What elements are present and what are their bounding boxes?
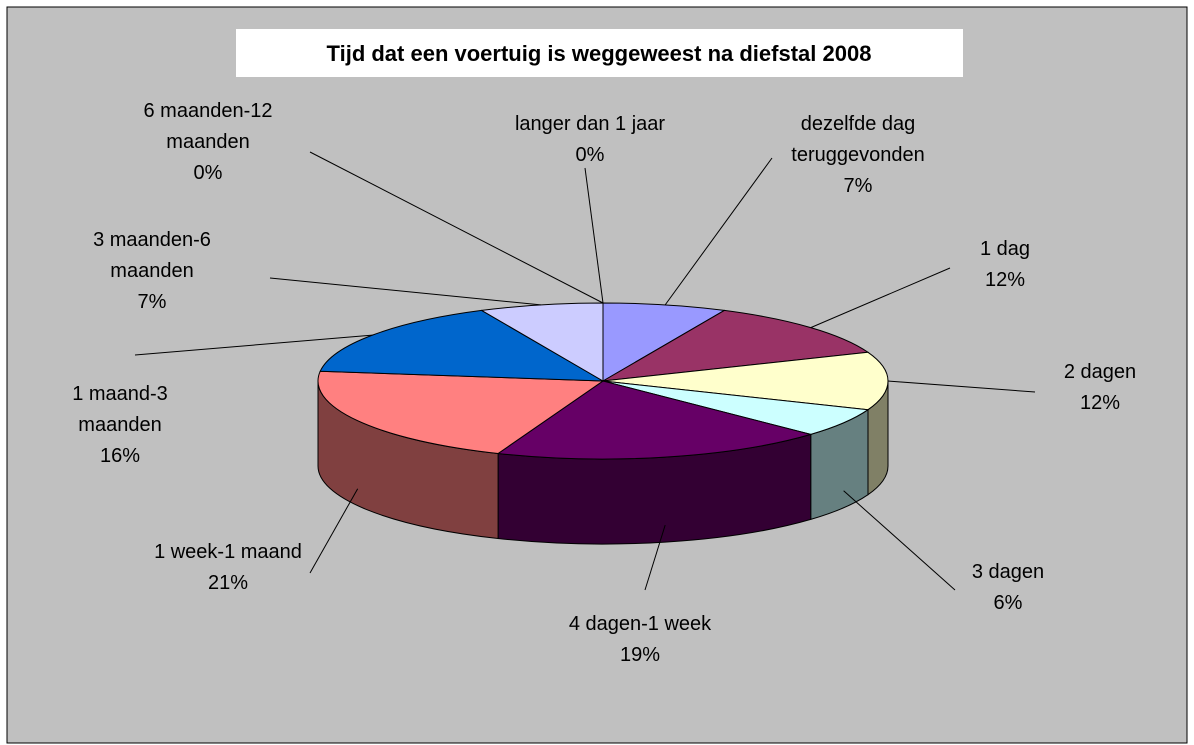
value-label: 6% (994, 592, 1023, 614)
category-label: 6 maanden-12 maanden (144, 100, 273, 153)
category-label: 1 maand-3 maanden (72, 383, 168, 436)
category-label: 4 dagen-1 week (569, 613, 712, 635)
pie-slice (602, 302, 726, 382)
category-label: 1 week-1 maand (154, 541, 302, 563)
category-label: 1 dag (980, 238, 1030, 260)
leader-line (309, 151, 604, 304)
value-label: 0% (194, 162, 223, 184)
leader-line (644, 524, 666, 591)
category-label: 3 maanden-6 maanden (93, 229, 211, 282)
labels: dezelfde dag teruggevonden 7% 1 dag 12% 2 dag… (72, 100, 1136, 666)
pie-slice (480, 302, 604, 382)
title-box (236, 29, 963, 77)
leader-line (664, 157, 773, 306)
value-label: 0% (576, 144, 605, 166)
leader-line (309, 488, 359, 574)
value-label: 12% (985, 269, 1025, 291)
pie-slice (319, 309, 604, 382)
category-label: 3 dagen (972, 561, 1044, 583)
pie-tops (317, 302, 889, 460)
category-label: dezelfde dag teruggevonden (791, 113, 924, 166)
leader-line (269, 277, 541, 306)
leader-line (134, 334, 373, 356)
leader-line (810, 267, 951, 329)
value-label: 21% (208, 572, 248, 594)
category-label: 2 dagen (1064, 361, 1136, 383)
value-label: 7% (844, 175, 873, 197)
value-label: 16% (100, 445, 140, 467)
value-label: 12% (1080, 392, 1120, 414)
category-label: langer dan 1 jaar (515, 113, 665, 135)
leader-line (887, 380, 1036, 393)
pie-slice (317, 370, 605, 455)
pie-slice (496, 380, 813, 460)
leader-line (843, 490, 956, 591)
pie-sides (317, 380, 889, 545)
leader-line (584, 167, 604, 304)
value-label: 19% (620, 644, 660, 666)
value-label: 7% (138, 291, 167, 313)
chart-title: Tijd dat een voertuig is weggeweest na d… (327, 41, 872, 66)
